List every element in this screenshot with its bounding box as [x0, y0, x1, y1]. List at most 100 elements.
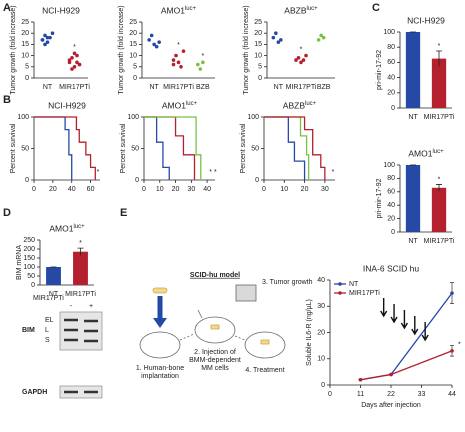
x-tick-label: BZB: [196, 84, 210, 91]
x-tick-label: 10: [156, 186, 164, 193]
x-tick-label: NT: [274, 84, 284, 91]
y-tick-label: 30: [317, 303, 325, 310]
data-point: [149, 33, 154, 38]
y-tick-label: 20: [387, 215, 395, 222]
bar: [431, 58, 447, 108]
treatment-arrow: [390, 304, 398, 324]
y-tick-label: 80: [387, 44, 395, 51]
x-tick-label: 44: [448, 391, 456, 398]
diagram-art: [59, 284, 286, 399]
data-point: [319, 33, 323, 38]
data-point: [45, 40, 50, 44]
significance: *: [458, 342, 461, 349]
x-tick-label: 0: [142, 186, 146, 193]
y-tick-label: 10: [129, 52, 137, 59]
y-tick-label: 50: [251, 145, 259, 152]
data-point: [181, 49, 186, 53]
significance: *: [438, 43, 441, 50]
data-point: [72, 51, 77, 56]
error-bar: [436, 50, 442, 67]
y-axis-label: Percent survival: [120, 123, 127, 173]
x-tick-label: 30: [321, 186, 329, 193]
blot-lane: +: [89, 303, 93, 310]
data-point: [40, 38, 45, 42]
data-point: [358, 377, 363, 382]
x-tick-label: 22: [387, 391, 395, 398]
x-tick-label: 60: [87, 186, 95, 193]
y-tick-label: 0: [133, 75, 137, 82]
x-tick-label: 0: [328, 391, 332, 398]
x-tick-label: MIR17PTi: [59, 84, 90, 91]
significance: *: [201, 53, 204, 60]
y-tick-label: 100: [127, 114, 139, 121]
y-tick-label: 15: [129, 41, 137, 48]
data-point: [70, 67, 74, 71]
y-tick-label: 100: [383, 162, 395, 169]
diagram-step: 3. Tumor growth: [262, 279, 313, 286]
x-tick-label: NT: [43, 84, 53, 91]
y-tick-label: 0: [135, 177, 139, 184]
data-point: [274, 31, 278, 35]
data-point: [147, 38, 151, 42]
data-point: [279, 38, 283, 42]
diagram-step: 2. Injection of: [194, 349, 236, 356]
x-tick-label: 40: [203, 186, 211, 193]
chart-title: NCI-H929: [42, 5, 80, 15]
bar: [405, 32, 421, 108]
x-axis-label: Days after injection: [361, 402, 421, 409]
data-point: [179, 65, 183, 69]
significance: *: [79, 240, 82, 247]
y-tick-label: 0: [25, 75, 29, 82]
data-point: [45, 35, 50, 40]
y-tick-label: 40: [317, 277, 325, 284]
blot-control: GAPDH: [22, 389, 47, 396]
y-tick-label: 15: [21, 41, 29, 48]
x-tick-label: NT: [408, 238, 418, 245]
panel-label: A: [3, 2, 11, 14]
bar: [405, 165, 421, 232]
treatment-arrow: [380, 298, 388, 318]
data-point: [72, 65, 77, 69]
data-point: [299, 60, 303, 65]
x-tick-label: NT: [49, 291, 59, 298]
x-tick-label: MIR17PTi: [424, 114, 455, 121]
chart-title: AMO1luc+: [408, 148, 444, 158]
data-point: [196, 62, 200, 67]
blot-isoform: S: [45, 337, 50, 344]
chart-title: NCI-H929: [48, 100, 86, 110]
x-tick-label: MIR17PTi: [286, 84, 317, 91]
data-point: [450, 291, 454, 295]
legend-marker: [338, 282, 342, 286]
significance: *: [332, 169, 335, 176]
x-tick-label: 40: [68, 186, 76, 193]
title-superscript: luc+: [307, 6, 319, 12]
significance: *: [97, 169, 100, 176]
x-tick-label: MIR17PTi: [424, 238, 455, 245]
y-tick-label: 0: [391, 105, 395, 112]
data-point: [271, 35, 276, 40]
data-point: [174, 53, 178, 58]
y-tick-label: 150: [23, 255, 35, 262]
y-tick-label: 20: [129, 30, 137, 37]
treatment-arrow: [421, 322, 429, 342]
y-tick-label: 0: [258, 75, 262, 82]
x-tick-label: BZB: [317, 84, 331, 91]
y-tick-label: 25: [254, 19, 262, 26]
y-tick-label: 100: [247, 114, 259, 121]
y-tick-label: 0: [31, 282, 35, 289]
legend-label: MIR17PTi: [349, 290, 380, 297]
title-superscript: luc+: [305, 101, 317, 107]
data-point: [43, 42, 47, 47]
y-tick-label: 20: [254, 30, 262, 37]
title-superscript: luc+: [185, 6, 197, 12]
x-tick-label: MIR17PTi: [163, 84, 194, 91]
y-tick-label: 40: [387, 74, 395, 81]
significance: * *: [209, 169, 217, 176]
data-point: [171, 58, 176, 62]
y-tick-label: 50: [131, 145, 139, 152]
blot-treatment: MIR17PTi: [33, 295, 64, 302]
bar: [46, 267, 61, 285]
x-tick-label: MIR17PTi: [65, 291, 96, 298]
y-axis-label: Tumor growth (fold increase): [243, 5, 250, 94]
chart-title: AMO1luc+: [162, 100, 198, 110]
